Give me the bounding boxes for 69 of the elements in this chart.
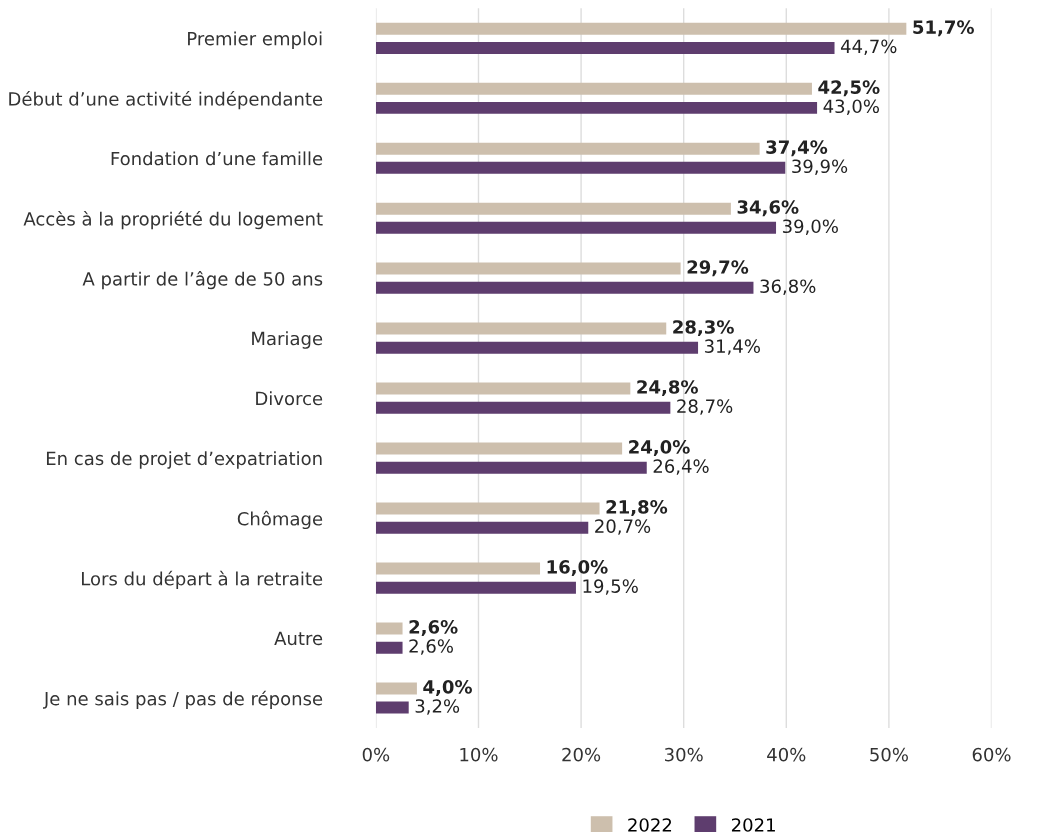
bar	[375, 701, 409, 714]
bar	[375, 461, 647, 474]
y-tick-label: Début d’une activité indépendante	[9, 91, 323, 110]
data-label: 19,5%	[583, 579, 638, 595]
data-label: 39,0%	[782, 219, 838, 235]
y-tick-label: En cas de projet d’expatriation	[46, 451, 322, 469]
data-label: 28,3%	[673, 320, 734, 337]
data-label: 51,7%	[913, 20, 974, 37]
bar	[375, 22, 907, 35]
bar	[375, 202, 731, 215]
data-label: 42,5%	[818, 80, 880, 97]
y-tick-label: A partir de l’âge de 50 ans	[82, 270, 323, 290]
data-label: 24,0%	[629, 440, 690, 457]
data-label: 20,7%	[595, 519, 651, 535]
data-label: 37,4%	[766, 140, 828, 157]
bar	[375, 262, 681, 275]
y-tick-label: Divorce	[256, 391, 323, 406]
bar	[375, 502, 600, 515]
data-label: 36,8%	[760, 279, 816, 295]
data-label: 21,8%	[606, 500, 668, 517]
bar	[375, 622, 403, 635]
bar	[375, 101, 818, 114]
bar	[375, 281, 754, 294]
bar	[375, 142, 760, 155]
bar	[375, 581, 576, 594]
data-label: 44,7%	[840, 39, 897, 55]
bar	[375, 341, 699, 354]
data-label: 4,0%	[423, 680, 472, 696]
data-label: 26,4%	[653, 459, 709, 475]
data-label: 39,9%	[792, 159, 848, 175]
y-tick-label: Autre	[274, 631, 323, 646]
x-tick-label: 0%	[362, 747, 390, 762]
y-tick-label: Premier emploi	[188, 31, 322, 49]
y-tick-label: Accès à la propriété du logement	[23, 211, 323, 230]
data-label: 2,6%	[409, 620, 458, 636]
bar	[375, 382, 631, 395]
x-tick-label: 20%	[562, 747, 601, 762]
bar	[375, 221, 777, 234]
y-tick-label: Fondation d’une famille	[111, 151, 323, 166]
y-tick-label: Lors du départ à la retraite	[82, 570, 323, 590]
y-tick-label: Mariage	[252, 331, 323, 349]
bar	[375, 322, 667, 335]
bar	[375, 442, 623, 455]
data-label: 3,2%	[415, 699, 460, 715]
data-label: 16,0%	[547, 560, 608, 577]
x-tick-label: 50%	[870, 747, 908, 762]
data-label: 34,6%	[737, 200, 799, 217]
x-tick-label: 60%	[972, 747, 1011, 762]
data-label: 24,8%	[637, 380, 698, 397]
legend-label: 2022	[628, 818, 672, 832]
y-tick-label: Chômage	[237, 510, 323, 530]
data-label: 29,7%	[687, 260, 749, 277]
data-label: 2,6%	[409, 639, 453, 655]
data-label: 31,4%	[704, 339, 760, 355]
bar	[375, 521, 589, 534]
bar	[375, 161, 786, 174]
bar	[375, 401, 671, 414]
x-tick-label: 10%	[460, 747, 498, 762]
bar	[375, 562, 541, 575]
bar	[375, 682, 417, 695]
x-tick-label: 40%	[767, 747, 806, 762]
data-label: 28,7%	[677, 399, 733, 415]
legend-label: 2021	[731, 818, 775, 832]
x-tick-label: 30%	[665, 747, 703, 762]
data-label: 43,0%	[823, 99, 879, 115]
bar	[375, 82, 812, 95]
bar	[375, 641, 403, 654]
y-tick-label: Je ne sais pas / pas de réponse	[43, 690, 323, 709]
bar	[375, 41, 835, 54]
